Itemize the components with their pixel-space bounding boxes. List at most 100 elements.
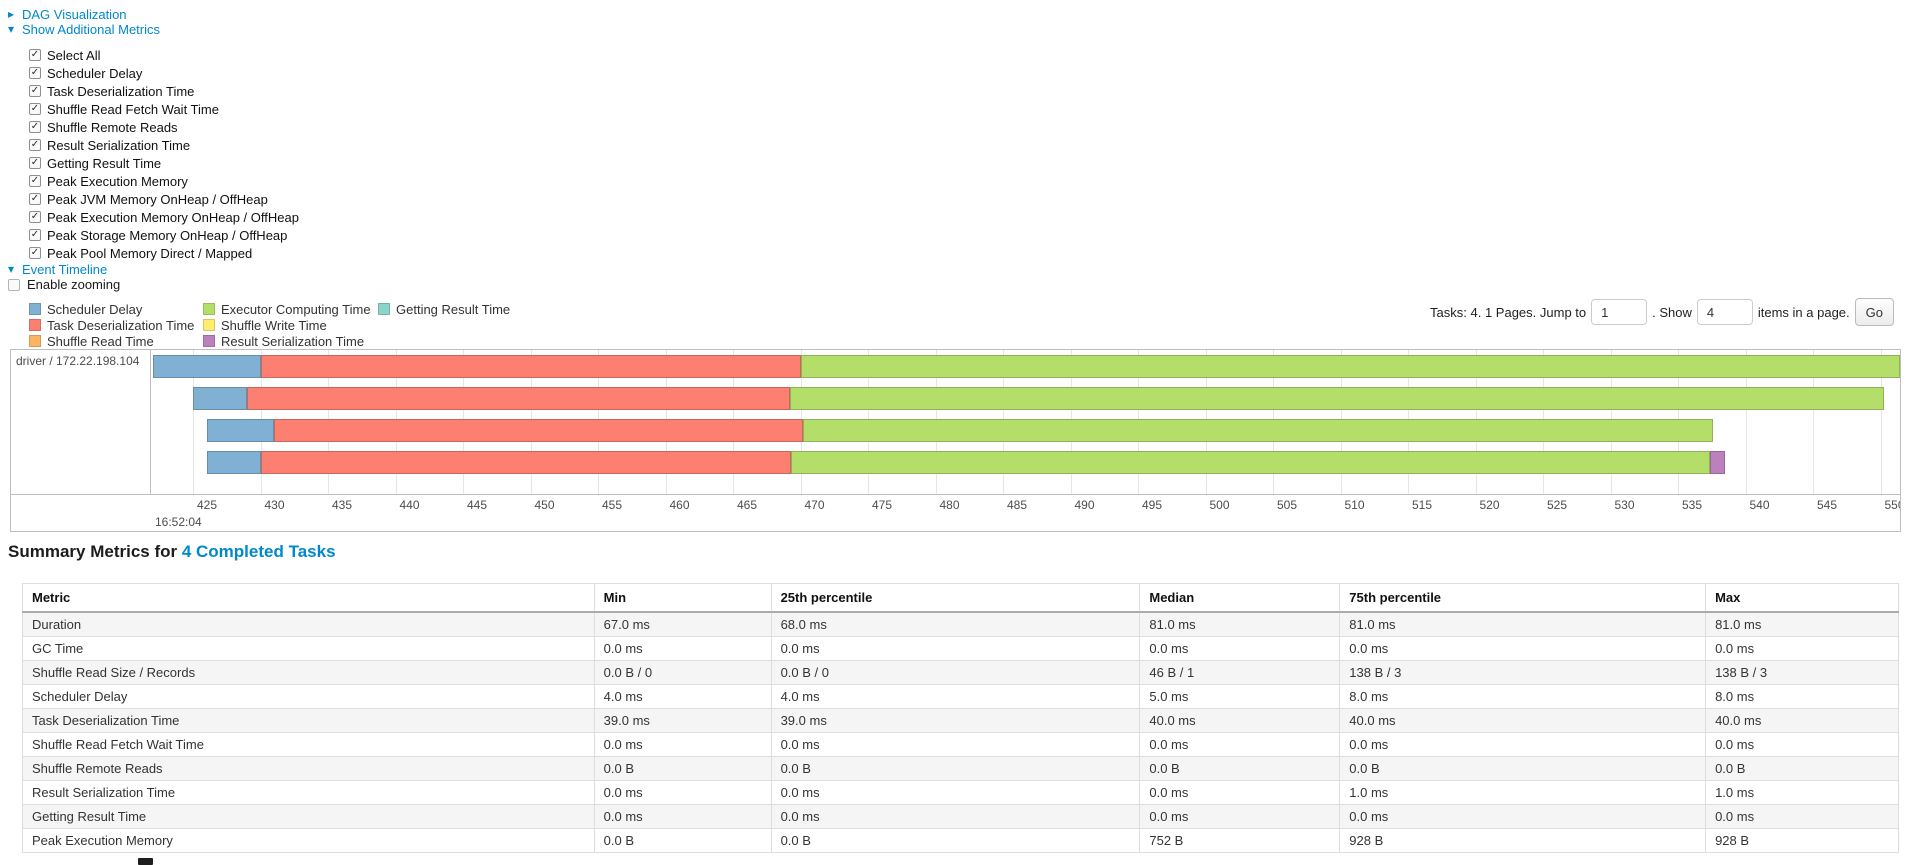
summary-table-cell: 0.0 B bbox=[1339, 755, 1707, 781]
timeline-tick-label: 550 bbox=[1884, 498, 1901, 512]
checkbox-checked-icon[interactable] bbox=[29, 193, 41, 205]
legend-item: Getting Result Time bbox=[378, 301, 578, 317]
summary-table-cell: 0.0 ms bbox=[593, 779, 772, 805]
task-segment-bar bbox=[152, 355, 261, 378]
summary-table-cell: Shuffle Remote Reads bbox=[22, 755, 595, 781]
task-segment-bar bbox=[260, 451, 792, 474]
summary-table-cell: 0.0 B bbox=[770, 827, 1141, 853]
summary-table-cell: 8.0 ms bbox=[1705, 683, 1899, 709]
show-additional-metrics-label[interactable]: Show Additional Metrics bbox=[22, 21, 161, 37]
timeline-tick-label: 465 bbox=[737, 498, 758, 512]
summary-table-cell: 0.0 B / 0 bbox=[593, 659, 772, 685]
event-timeline-toggle[interactable]: Event Timeline bbox=[8, 261, 107, 277]
dag-visualization-label[interactable]: DAG Visualization bbox=[22, 6, 127, 22]
checkbox-checked-icon[interactable] bbox=[29, 211, 41, 223]
summary-table-cell: 0.0 B bbox=[1139, 755, 1341, 781]
summary-table-cell: 0.0 B bbox=[593, 827, 772, 853]
summary-column-header: 25th percentile bbox=[770, 583, 1141, 613]
show-additional-metrics-toggle[interactable]: Show Additional Metrics bbox=[8, 21, 160, 37]
summary-table-cell: 40.0 ms bbox=[1339, 707, 1707, 733]
summary-table-cell: 46 B / 1 bbox=[1139, 659, 1341, 685]
checkbox-checked-icon[interactable] bbox=[29, 175, 41, 187]
summary-table-row: Result Serialization Time 0.0 ms 0.0 ms 0.0… bbox=[22, 779, 1899, 805]
summary-column-header: 75th percentile bbox=[1339, 583, 1707, 613]
metric-checkbox-label: Getting Result Time bbox=[47, 155, 162, 171]
summary-table-cell: 81.0 ms bbox=[1139, 611, 1341, 637]
checkbox-checked-icon[interactable] bbox=[29, 85, 41, 97]
metric-checkbox-label: Result Serialization Time bbox=[47, 137, 191, 153]
metric-checkbox-label: Peak Execution Memory bbox=[47, 173, 188, 189]
timeline-tick-label: 500 bbox=[1209, 498, 1230, 512]
timeline-tick-label: 475 bbox=[872, 498, 893, 512]
timeline-tick-label: 540 bbox=[1749, 498, 1770, 512]
metric-checkbox-item: Peak Execution Memory bbox=[29, 172, 299, 190]
legend-item-label: Executor Computing Time bbox=[221, 301, 371, 317]
summary-table-row: Duration 67.0 ms 68.0 ms 81.0 ms 81.0 ms 81.0… bbox=[22, 611, 1899, 637]
metric-checkbox-label: Task Deserialization Time bbox=[47, 83, 195, 99]
legend-swatch-icon bbox=[203, 303, 215, 315]
summary-table-cell: 0.0 B / 0 bbox=[770, 659, 1141, 685]
timeline-tick-label: 450 bbox=[534, 498, 555, 512]
legend-item: Shuffle Write Time bbox=[203, 317, 378, 333]
timeline-tick-label: 470 bbox=[804, 498, 825, 512]
checkbox-checked-icon[interactable] bbox=[29, 229, 41, 241]
metric-checkbox-item: Peak Execution Memory OnHeap / OffHeap bbox=[29, 208, 299, 226]
summary-table-cell: 1.0 ms bbox=[1705, 779, 1899, 805]
summary-table-cell: Result Serialization Time bbox=[22, 779, 595, 805]
timeline-tick-label: 495 bbox=[1142, 498, 1163, 512]
legend-item-label: Result Serialization Time bbox=[221, 333, 365, 349]
timeline-gridline bbox=[1745, 350, 1747, 494]
timeline-tick-label: 430 bbox=[264, 498, 285, 512]
completed-tasks-link[interactable]: 4 Completed Tasks bbox=[181, 542, 336, 561]
event-timeline-label[interactable]: Event Timeline bbox=[22, 261, 108, 277]
legend-item: Executor Computing Time bbox=[203, 301, 378, 317]
summary-table-cell: 40.0 ms bbox=[1139, 707, 1341, 733]
task-segment-bar bbox=[791, 451, 1711, 474]
summary-table-cell: 68.0 ms bbox=[770, 611, 1141, 637]
summary-table-row: Task Deserialization Time 39.0 ms 39.0 ms 4… bbox=[22, 707, 1899, 733]
checkbox-checked-icon[interactable] bbox=[29, 49, 41, 61]
checkbox-checked-icon[interactable] bbox=[29, 67, 41, 79]
summary-table-cell: Task Deserialization Time bbox=[22, 707, 595, 733]
summary-table-cell: GC Time bbox=[22, 635, 595, 661]
go-button[interactable]: Go bbox=[1854, 298, 1894, 326]
jump-to-page-input[interactable] bbox=[1591, 299, 1648, 325]
timeline-tick-label: 535 bbox=[1682, 498, 1703, 512]
legend-item: Result Serialization Time bbox=[203, 333, 378, 349]
legend-column: Getting Result Time bbox=[378, 301, 578, 349]
summary-table-cell: 138 B / 3 bbox=[1705, 659, 1899, 685]
page-size-input[interactable] bbox=[1696, 299, 1753, 325]
metric-checkbox-label: Peak Pool Memory Direct / Mapped bbox=[47, 245, 253, 261]
checkbox-checked-icon[interactable] bbox=[29, 139, 41, 151]
summary-column-header: Max bbox=[1705, 583, 1899, 613]
legend-item-label: Shuffle Read Time bbox=[47, 333, 154, 349]
metric-checkbox-item: Result Serialization Time bbox=[29, 136, 299, 154]
summary-table-cell: 0.0 ms bbox=[593, 635, 772, 661]
metric-checkbox-item: Shuffle Remote Reads bbox=[29, 118, 299, 136]
summary-column-header: Median bbox=[1139, 583, 1341, 613]
checkbox-checked-icon[interactable] bbox=[29, 121, 41, 133]
legend-swatch-icon bbox=[203, 335, 215, 347]
summary-table-row: Shuffle Read Size / Records 0.0 B / 0 0.0 … bbox=[22, 659, 1899, 685]
summary-table-cell: 39.0 ms bbox=[770, 707, 1141, 733]
summary-metrics-table: Metric Min 25th percentile Median 75th perce… bbox=[22, 583, 1899, 853]
summary-table-cell: Shuffle Read Size / Records bbox=[22, 659, 595, 685]
metric-checkbox-item: Peak Storage Memory OnHeap / OffHeap bbox=[29, 226, 299, 244]
clipped-next-section-text bbox=[138, 858, 153, 865]
timeline-tick-label: 425 bbox=[197, 498, 218, 512]
summary-table-row: GC Time 0.0 ms 0.0 ms 0.0 ms 0.0 ms 0.0 ms bbox=[22, 635, 1899, 661]
summary-table-cell: 39.0 ms bbox=[593, 707, 772, 733]
dag-visualization-toggle[interactable]: DAG Visualization bbox=[8, 6, 127, 22]
chevron-down-icon bbox=[8, 263, 17, 275]
timeline-tick-label: 505 bbox=[1277, 498, 1298, 512]
task-segment-bar bbox=[274, 419, 804, 442]
checkbox-checked-icon[interactable] bbox=[29, 103, 41, 115]
enable-zooming-checkbox[interactable] bbox=[8, 278, 20, 291]
summary-table-cell: 0.0 ms bbox=[770, 803, 1141, 829]
timeline-tick-label: 530 bbox=[1614, 498, 1635, 512]
checkbox-checked-icon[interactable] bbox=[29, 157, 41, 169]
checkbox-checked-icon[interactable] bbox=[29, 247, 41, 259]
summary-table-row: Peak Execution Memory 0.0 B 0.0 B 752 B 928 … bbox=[22, 827, 1899, 853]
task-segment-bar bbox=[789, 387, 1885, 410]
summary-table-cell: 0.0 ms bbox=[1705, 731, 1899, 757]
